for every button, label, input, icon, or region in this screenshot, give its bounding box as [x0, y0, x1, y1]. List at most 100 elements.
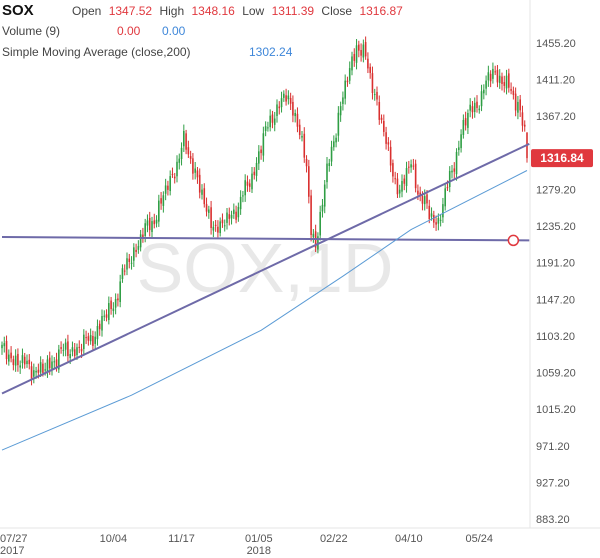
- candle: [153, 213, 156, 229]
- candle: [230, 210, 233, 225]
- candle-body: [217, 226, 219, 233]
- candle: [283, 90, 285, 102]
- candle-body: [48, 357, 51, 369]
- candle: [403, 174, 406, 191]
- candle-body: [419, 192, 421, 195]
- candle-body: [23, 356, 26, 365]
- candle-body: [508, 73, 510, 88]
- candle-body: [414, 163, 417, 189]
- candle-body: [251, 173, 253, 190]
- candle: [185, 129, 187, 155]
- candle: [305, 155, 308, 173]
- candle: [183, 124, 185, 152]
- candle-body: [433, 215, 435, 223]
- candle-body: [212, 226, 215, 231]
- candle: [187, 140, 190, 158]
- candle-body: [80, 348, 83, 352]
- candle: [464, 111, 467, 131]
- candle-body: [137, 246, 140, 250]
- y-tick-label: 1411.20: [536, 75, 575, 87]
- candle: [253, 167, 256, 180]
- candle-body: [3, 343, 6, 347]
- candle-body: [394, 178, 396, 180]
- candle: [526, 132, 528, 163]
- candle-body: [339, 106, 342, 116]
- candle-body: [89, 335, 92, 342]
- candle-body: [303, 133, 306, 158]
- x-tick-label: 07/27: [0, 533, 28, 545]
- candle-body: [114, 298, 117, 308]
- candle: [444, 184, 446, 211]
- candle: [51, 355, 53, 376]
- candle-body: [360, 50, 362, 56]
- candle-body: [96, 326, 99, 340]
- candle: [517, 95, 519, 120]
- candle-body: [33, 370, 35, 377]
- candle-body: [201, 189, 203, 195]
- open-label: Open: [72, 4, 102, 18]
- candle: [180, 142, 183, 166]
- sma-label[interactable]: Simple Moving Average (close,200): [2, 45, 191, 59]
- candle: [196, 167, 199, 184]
- candle: [126, 252, 128, 276]
- candle: [101, 309, 103, 337]
- candle: [405, 161, 408, 193]
- candle-body: [64, 342, 67, 350]
- candle: [433, 210, 435, 228]
- candle: [78, 340, 81, 354]
- candle-body: [237, 206, 240, 218]
- candle-body: [335, 137, 337, 143]
- candle: [267, 121, 269, 132]
- candle-body: [521, 112, 524, 126]
- candle: [223, 219, 226, 232]
- candle: [219, 217, 221, 237]
- candle-body: [342, 97, 344, 104]
- candle-body: [85, 337, 87, 339]
- candle-body: [401, 181, 403, 192]
- candle: [148, 211, 151, 237]
- volume-label[interactable]: Volume (9): [2, 24, 61, 38]
- candle-body: [412, 165, 415, 167]
- candle-body: [128, 258, 131, 262]
- candle-body: [428, 205, 431, 220]
- candle-body: [296, 113, 299, 127]
- candle: [523, 120, 526, 132]
- candle-body: [264, 126, 267, 131]
- candle-body: [505, 75, 508, 89]
- candle-body: [485, 80, 487, 89]
- candle: [226, 207, 228, 230]
- candle: [342, 91, 344, 111]
- candle-body: [248, 183, 251, 187]
- candle-body: [280, 98, 283, 108]
- candle-body: [228, 214, 231, 219]
- candle: [21, 348, 24, 369]
- candle: [96, 319, 99, 346]
- candle-body: [148, 217, 151, 231]
- candle: [303, 127, 306, 163]
- symbol-label[interactable]: SOX: [2, 2, 34, 19]
- candle: [39, 356, 42, 378]
- candle: [353, 48, 356, 67]
- candle: [5, 335, 8, 365]
- candle-body: [112, 308, 115, 312]
- candle: [214, 219, 217, 232]
- x-tick-label: 02/22: [320, 533, 348, 545]
- candle: [23, 352, 26, 369]
- candle-body: [385, 132, 387, 144]
- candle-body: [78, 346, 81, 348]
- candle: [94, 331, 96, 350]
- candle: [364, 36, 367, 60]
- candle-body: [326, 163, 328, 183]
- candle-body: [135, 249, 137, 252]
- candle-body: [30, 366, 33, 380]
- x-tick-label: 05/24: [466, 533, 494, 545]
- candle: [460, 129, 462, 153]
- candle: [26, 354, 28, 368]
- candle: [210, 200, 212, 235]
- candle-body: [198, 174, 201, 193]
- candle-body: [319, 211, 321, 236]
- candle-body: [119, 281, 121, 303]
- candle-body: [480, 91, 483, 107]
- candle: [298, 119, 301, 140]
